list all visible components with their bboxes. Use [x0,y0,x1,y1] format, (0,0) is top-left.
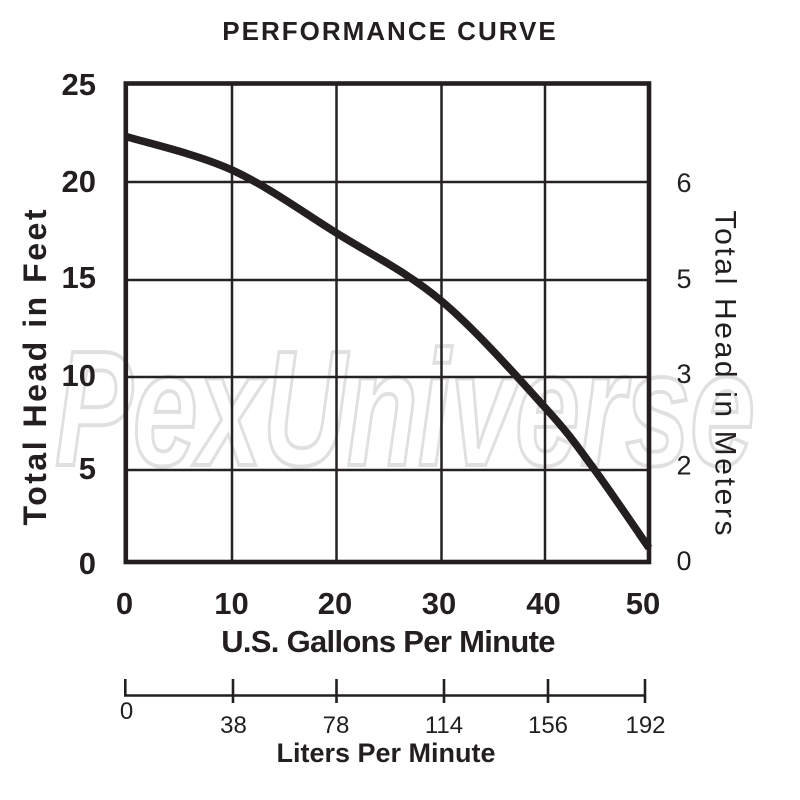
svg-text:192: 192 [625,712,665,739]
svg-text:40: 40 [526,586,560,621]
svg-text:0: 0 [120,698,133,725]
svg-text:Liters Per Minute: Liters Per Minute [276,738,495,768]
svg-text:30: 30 [422,586,456,621]
svg-text:20: 20 [318,586,352,621]
svg-text:0: 0 [676,546,691,576]
svg-text:38: 38 [220,712,247,739]
svg-text:2: 2 [676,451,691,481]
svg-text:PERFORMANCE CURVE: PERFORMANCE CURVE [222,16,557,46]
svg-text:10: 10 [62,358,96,393]
svg-text:10: 10 [214,586,248,621]
svg-text:0: 0 [116,586,133,621]
svg-text:156: 156 [528,712,568,739]
svg-text:Total Head in Meters: Total Head in Meters [709,211,742,536]
svg-text:5: 5 [79,451,96,486]
svg-text:50: 50 [626,586,660,621]
svg-text:Total Head in Feet: Total Head in Feet [17,209,53,525]
svg-text:78: 78 [323,712,350,739]
svg-text:0: 0 [79,546,96,581]
svg-text:25: 25 [62,67,96,102]
svg-text:5: 5 [676,264,691,294]
svg-text:20: 20 [62,164,96,199]
svg-text:3: 3 [676,359,691,389]
svg-text:U.S. Gallons Per Minute: U.S. Gallons Per Minute [221,624,555,659]
svg-text:15: 15 [62,260,96,295]
svg-text:6: 6 [676,168,691,198]
svg-text:114: 114 [425,712,463,739]
